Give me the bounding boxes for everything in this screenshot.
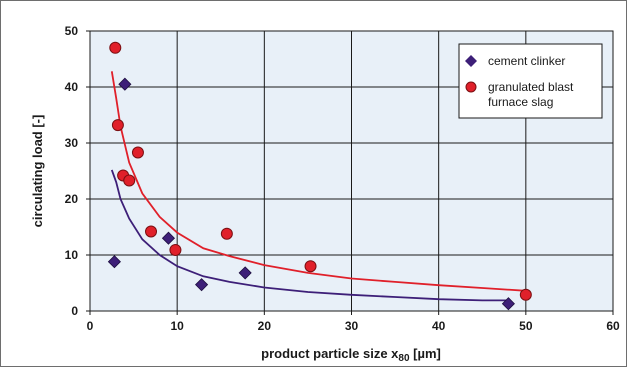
x-tick-label: 30 xyxy=(345,319,359,333)
clinker-data-point xyxy=(195,278,209,292)
slag-data-point xyxy=(519,288,532,301)
slag-data-point xyxy=(145,225,158,238)
slag-data-point xyxy=(220,227,233,240)
data-points xyxy=(107,41,532,311)
clinker-data-point xyxy=(118,77,132,91)
x-tick-label: 20 xyxy=(258,319,272,333)
slag-data-point xyxy=(111,119,124,132)
y-tick-label: 40 xyxy=(65,80,79,94)
x-tick-label: 0 xyxy=(87,319,94,333)
slag-data-point xyxy=(109,41,122,54)
slag-data-point xyxy=(123,174,136,187)
slag-data-point xyxy=(169,243,182,256)
slag-data-point xyxy=(304,260,317,273)
clinker-data-point xyxy=(501,297,515,311)
tick-labels: 0 10 20 30 40 50 60 0 10 20 30 40 50 xyxy=(65,24,620,333)
x-axis-title: product particle size x80 [µm] xyxy=(261,346,441,364)
fit-lines xyxy=(110,71,526,302)
y-tick-label: 30 xyxy=(65,136,79,150)
x-tick-label: 60 xyxy=(606,319,620,333)
x-axis-title-subscript: 80 xyxy=(398,353,410,364)
clinker-data-point xyxy=(238,266,252,280)
x-tick-label: 40 xyxy=(432,319,446,333)
legend-clinker-marker xyxy=(465,55,477,67)
legend-clinker-label: cement clinker xyxy=(488,54,565,68)
x-tick-label: 50 xyxy=(519,319,533,333)
y-tick-label: 20 xyxy=(65,192,79,206)
x-axis-title-unit: [µm] xyxy=(410,346,441,361)
x-axis-title-main: product particle size x xyxy=(261,346,399,361)
grid-lines xyxy=(86,30,614,315)
y-tick-label: 0 xyxy=(71,304,78,318)
slag-data-point xyxy=(131,146,144,159)
plot-border xyxy=(89,30,614,312)
slag-fit-line xyxy=(110,71,526,292)
y-tick-label: 50 xyxy=(65,24,79,38)
clinker-data-point xyxy=(161,231,176,245)
y-tick-label: 10 xyxy=(65,248,79,262)
y-axis-title: circulating load [-] xyxy=(30,115,45,228)
clinker-fit-line xyxy=(110,169,509,302)
legend-box xyxy=(458,43,603,119)
legend-slag-label-line1: granulated blast xyxy=(488,80,574,94)
clinker-data-point xyxy=(107,255,121,269)
legend-slag-label-line2: furnace slag xyxy=(488,95,553,109)
legend-slag-marker xyxy=(465,81,477,93)
x-tick-label: 10 xyxy=(170,319,184,333)
legend: cement clinker granulated blast furnace … xyxy=(458,43,603,119)
